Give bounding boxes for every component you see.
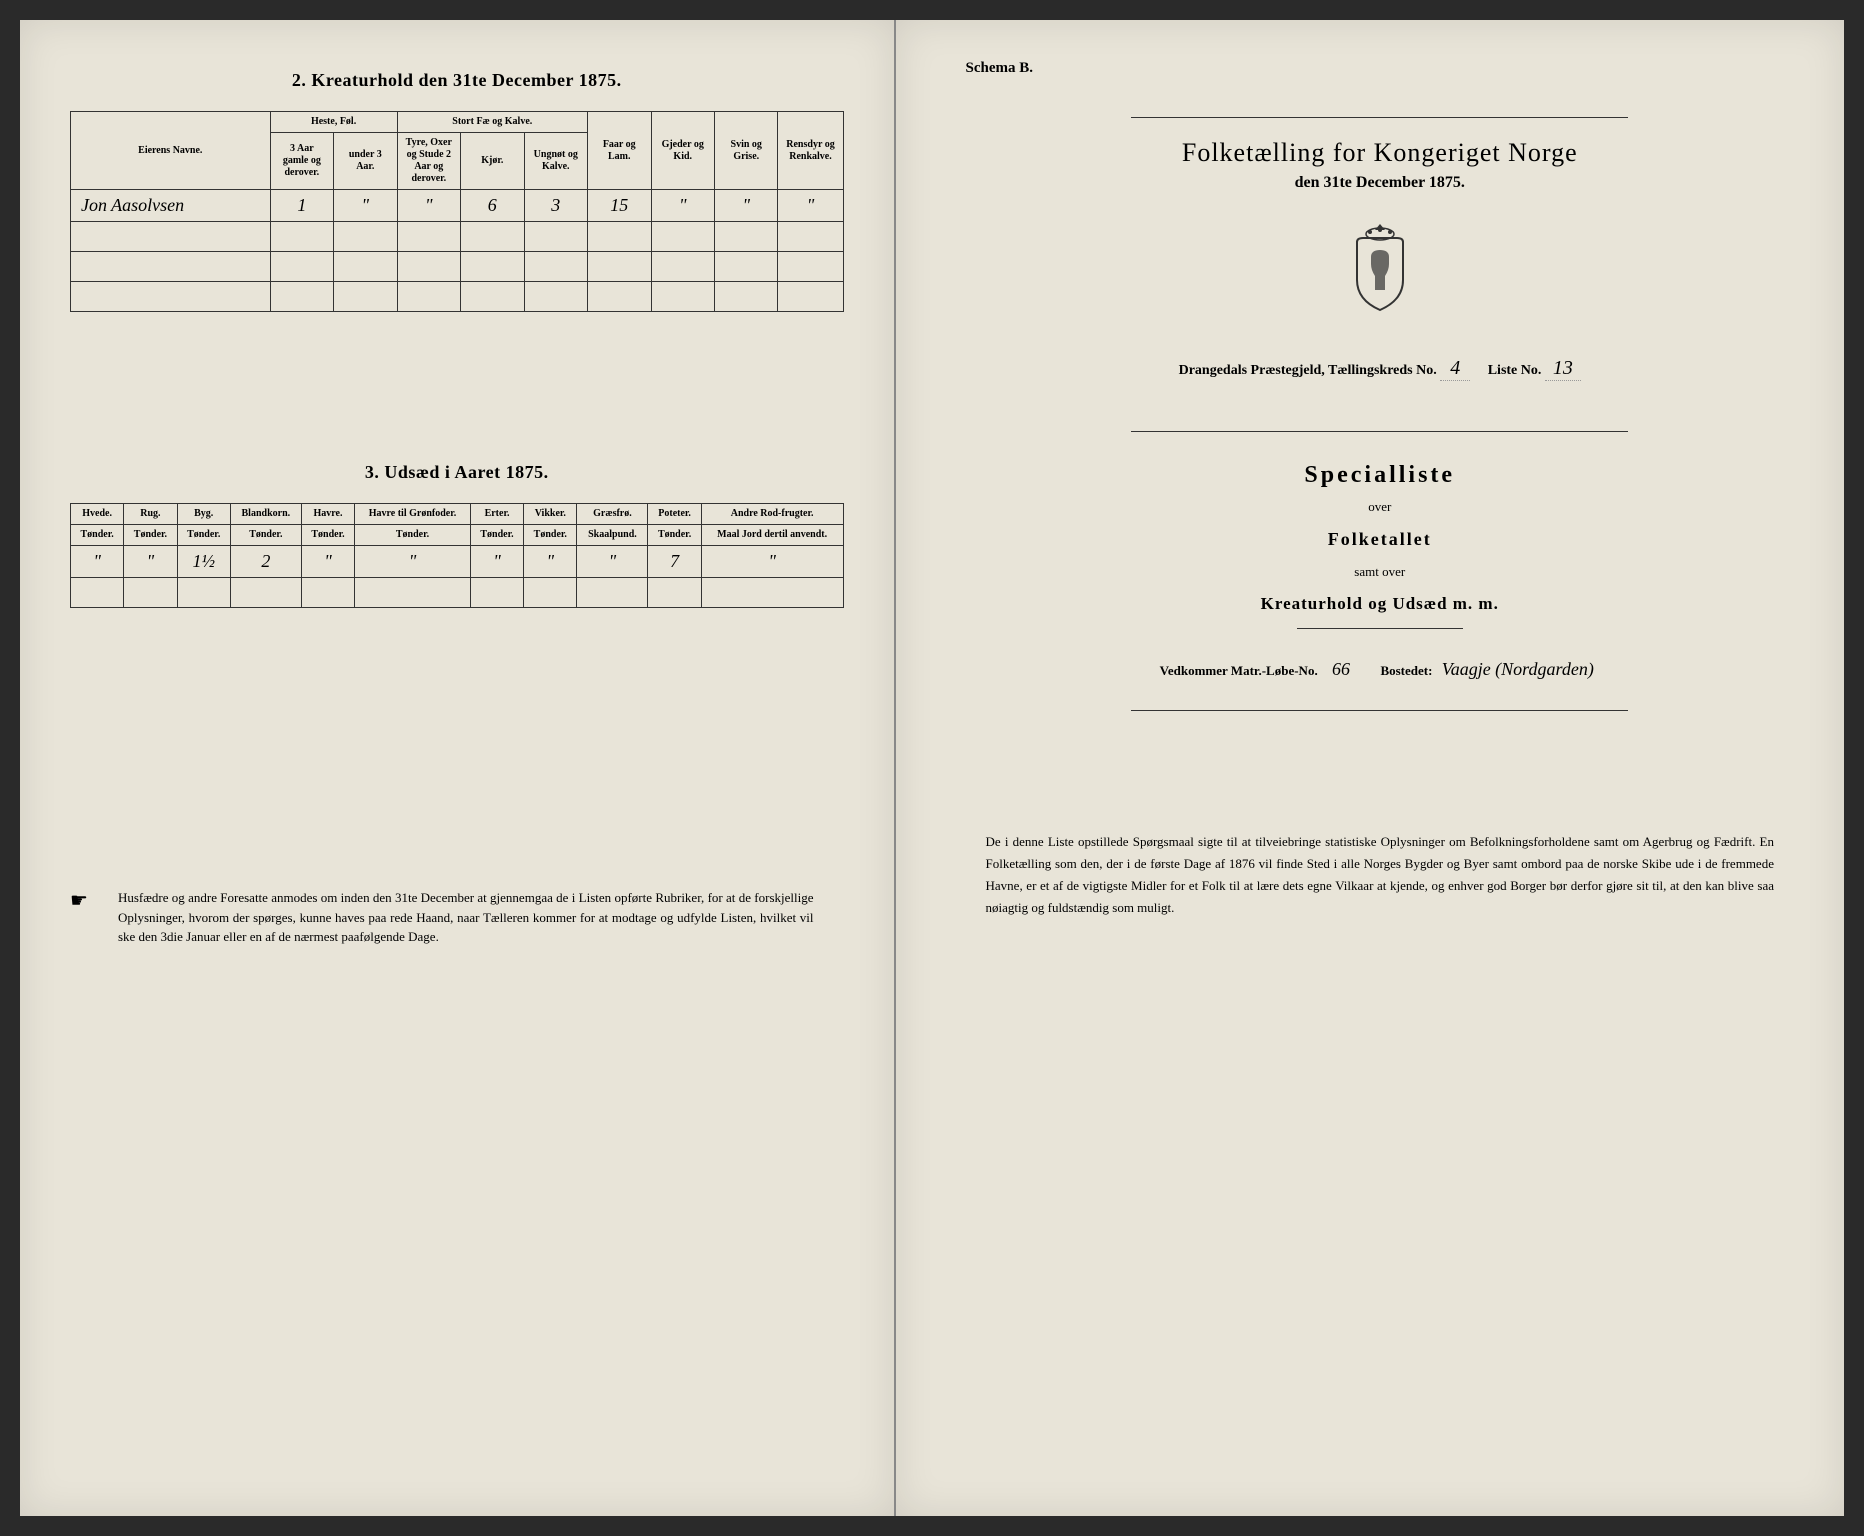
vedkommer-label: Vedkommer Matr.-Løbe-No. <box>1160 663 1318 678</box>
cell: " <box>651 190 714 222</box>
seed-table: Hvede. Rug. Byg. Blandkorn. Havre. Havre… <box>70 503 844 608</box>
district-prefix: Drangedals Præstegjeld, Tællingskreds No… <box>1179 363 1437 378</box>
divider <box>1131 117 1628 118</box>
cell: " <box>701 546 843 578</box>
table-row: Jon Aasolvsen 1 " " 6 3 15 " " " <box>71 190 844 222</box>
th-unit: Tønder. <box>71 525 124 546</box>
th-unit: Tønder. <box>230 525 301 546</box>
table-row <box>71 282 844 312</box>
th-graesfro: Græsfrø. <box>577 504 648 525</box>
special-title: Specialliste <box>966 462 1794 489</box>
th-unit: Maal Jord dertil anvendt. <box>701 525 843 546</box>
divider <box>1131 431 1628 432</box>
footer-note: ☛ Husfædre og andre Foresatte anmodes om… <box>70 888 844 947</box>
th-unit: Tønder. <box>470 525 523 546</box>
over-text: over <box>966 499 1794 515</box>
th-havre-gron: Havre til Grønfoder. <box>355 504 471 525</box>
main-title: Folketælling for Kongeriget Norge <box>966 138 1794 168</box>
note-text: Husfædre og andre Foresatte anmodes om i… <box>88 888 844 947</box>
th-gjeder: Gjeder og Kid. <box>651 112 714 190</box>
vedkommer-line: Vedkommer Matr.-Løbe-No. 66 Bostedet: Va… <box>966 659 1794 680</box>
cell: " <box>355 546 471 578</box>
samt-text: samt over <box>966 564 1794 580</box>
cell: " <box>577 546 648 578</box>
cell: 1½ <box>177 546 230 578</box>
th-stort-group: Stort Fæ og Kalve. <box>397 112 587 133</box>
cell: " <box>778 190 843 222</box>
liste-label: Liste No. <box>1488 363 1542 378</box>
th-unit: Skaalpund. <box>577 525 648 546</box>
cell: " <box>301 546 354 578</box>
bostedet-value: Vaagje (Nordgarden) <box>1436 659 1600 680</box>
cell: " <box>124 546 177 578</box>
th-erter: Erter. <box>470 504 523 525</box>
section2-title: 2. Kreaturhold den 31te December 1875. <box>70 70 844 91</box>
th-stort-a: Tyre, Oxer og Stude 2 Aar og derover. <box>397 133 460 190</box>
th-faar: Faar og Lam. <box>588 112 651 190</box>
th-svin: Svin og Grise. <box>714 112 777 190</box>
th-name: Eierens Navne. <box>71 112 271 190</box>
liste-no: 13 <box>1545 357 1581 381</box>
th-unit: Tønder. <box>524 525 577 546</box>
th-rug: Rug. <box>124 504 177 525</box>
th-rensdyr: Rensdyr og Renkalve. <box>778 112 843 190</box>
table-row <box>71 252 844 282</box>
cell: 3 <box>524 190 587 222</box>
cell: " <box>71 546 124 578</box>
table-row <box>71 578 844 608</box>
section3-title: 3. Udsæd i Aaret 1875. <box>70 462 844 483</box>
book-spread: 2. Kreaturhold den 31te December 1875. E… <box>20 20 1844 1516</box>
th-heste-b: under 3 Aar. <box>334 133 397 190</box>
th-unit: Tønder. <box>355 525 471 546</box>
left-page: 2. Kreaturhold den 31te December 1875. E… <box>20 20 896 1516</box>
pointing-hand-icon: ☛ <box>70 888 88 947</box>
coat-of-arms-icon <box>966 222 1794 317</box>
th-unit: Tønder. <box>177 525 230 546</box>
th-heste-group: Heste, Føl. <box>270 112 397 133</box>
cell: 2 <box>230 546 301 578</box>
cell: 6 <box>461 190 524 222</box>
th-unit: Tønder. <box>124 525 177 546</box>
cell: " <box>470 546 523 578</box>
matr-no: 66 <box>1321 659 1361 680</box>
district-no: 4 <box>1440 357 1470 381</box>
cell: 15 <box>588 190 651 222</box>
th-havre: Havre. <box>301 504 354 525</box>
bottom-paragraph: De i denne Liste opstillede Spørgsmaal s… <box>966 831 1794 919</box>
table-row <box>71 222 844 252</box>
th-hvede: Hvede. <box>71 504 124 525</box>
cell: " <box>714 190 777 222</box>
district-line: Drangedals Præstegjeld, Tællingskreds No… <box>966 357 1794 381</box>
sub-title: den 31te December 1875. <box>966 174 1794 192</box>
right-page: Schema B. Folketælling for Kongeriget No… <box>896 20 1844 1516</box>
cell: " <box>334 190 397 222</box>
folketallet-text: Folketallet <box>966 529 1794 550</box>
th-unit: Tønder. <box>301 525 354 546</box>
livestock-table: Eierens Navne. Heste, Føl. Stort Fæ og K… <box>70 111 844 312</box>
divider <box>1131 710 1628 711</box>
th-heste-a: 3 Aar gamle og derover. <box>270 133 333 190</box>
th-byg: Byg. <box>177 504 230 525</box>
bostedet-label: Bostedet: <box>1380 663 1432 678</box>
cell-name: Jon Aasolvsen <box>71 190 271 222</box>
th-stort-b: Kjør. <box>461 133 524 190</box>
th-stort-c: Ungnøt og Kalve. <box>524 133 587 190</box>
cell: " <box>524 546 577 578</box>
th-poteter: Poteter. <box>648 504 701 525</box>
cell: " <box>397 190 460 222</box>
th-blandkorn: Blandkorn. <box>230 504 301 525</box>
th-andre: Andre Rod-frugter. <box>701 504 843 525</box>
table-row: " " 1½ 2 " " " " " 7 " <box>71 546 844 578</box>
kreatur-text: Kreaturhold og Udsæd m. m. <box>966 594 1794 614</box>
th-unit: Tønder. <box>648 525 701 546</box>
cell: 7 <box>648 546 701 578</box>
divider <box>1297 628 1463 629</box>
cell: 1 <box>270 190 333 222</box>
th-vikker: Vikker. <box>524 504 577 525</box>
schema-label: Schema B. <box>966 60 1794 77</box>
